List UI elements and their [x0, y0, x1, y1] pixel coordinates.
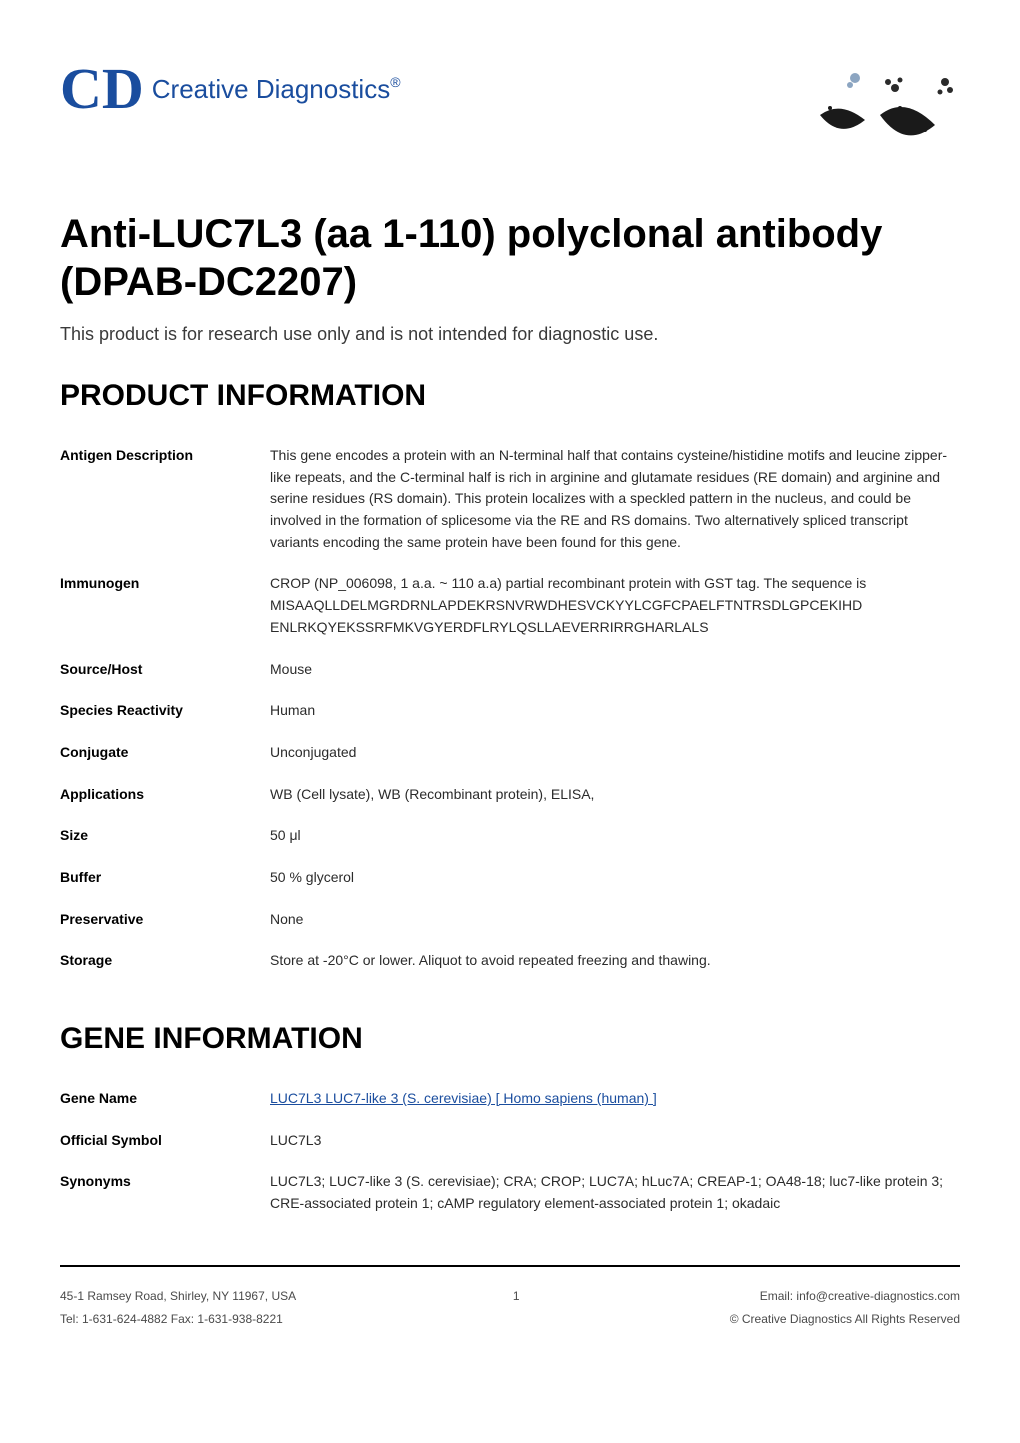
table-row: Conjugate Unconjugated	[60, 732, 960, 774]
field-label: Antigen Description	[60, 435, 270, 563]
field-label: Applications	[60, 774, 270, 816]
field-value: LUC7L3 LUC7-like 3 (S. cerevisiae) [ Hom…	[270, 1078, 960, 1120]
table-row: Antigen Description This gene encodes a …	[60, 435, 960, 563]
field-value: WB (Cell lysate), WB (Recombinant protei…	[270, 774, 960, 816]
product-title: Anti-LUC7L3 (aa 1-110) polyclonal antibo…	[60, 210, 960, 306]
table-row: Buffer 50 % glycerol	[60, 857, 960, 899]
table-row: Species Reactivity Human	[60, 690, 960, 732]
header-decorative-art	[700, 60, 960, 150]
footer-copyright: © Creative Diagnostics All Rights Reserv…	[730, 1308, 960, 1331]
field-label: Official Symbol	[60, 1120, 270, 1162]
footer-center: 1	[506, 1285, 519, 1331]
logo-mark: CD	[60, 60, 144, 118]
registered-mark: ®	[390, 74, 400, 90]
footer-phone-fax: Tel: 1-631-624-4882 Fax: 1-631-938-8221	[60, 1308, 296, 1331]
footer-left: 45-1 Ramsey Road, Shirley, NY 11967, USA…	[60, 1285, 296, 1331]
footer: 45-1 Ramsey Road, Shirley, NY 11967, USA…	[60, 1285, 960, 1331]
logo-text: Creative Diagnostics	[152, 74, 390, 104]
table-row: Gene Name LUC7L3 LUC7-like 3 (S. cerevis…	[60, 1078, 960, 1120]
field-value: LUC7L3	[270, 1120, 960, 1162]
field-value: Human	[270, 690, 960, 732]
table-row: Preservative None	[60, 899, 960, 941]
field-label: Preservative	[60, 899, 270, 941]
table-row: Applications WB (Cell lysate), WB (Recom…	[60, 774, 960, 816]
field-label: Storage	[60, 940, 270, 982]
table-row: Immunogen CROP (NP_006098, 1 a.a. ~ 110 …	[60, 563, 960, 648]
research-use-note: This product is for research use only an…	[60, 324, 960, 345]
footer-divider	[60, 1265, 960, 1267]
field-value: 50 % glycerol	[270, 857, 960, 899]
footer-email: Email: info@creative-diagnostics.com	[730, 1285, 960, 1308]
logo-text-wrap: Creative Diagnostics®	[152, 74, 401, 105]
field-label: Buffer	[60, 857, 270, 899]
logo: CD Creative Diagnostics®	[60, 60, 401, 118]
field-label: Gene Name	[60, 1078, 270, 1120]
field-label: Size	[60, 815, 270, 857]
footer-address: 45-1 Ramsey Road, Shirley, NY 11967, USA	[60, 1285, 296, 1308]
section-title-gene-info: GENE INFORMATION	[60, 1022, 960, 1056]
field-value: 50 μl	[270, 815, 960, 857]
field-value: LUC7L3; LUC7-like 3 (S. cerevisiae); CRA…	[270, 1161, 960, 1224]
table-row: Size 50 μl	[60, 815, 960, 857]
field-value: CROP (NP_006098, 1 a.a. ~ 110 a.a) parti…	[270, 563, 960, 648]
field-label: Conjugate	[60, 732, 270, 774]
field-label: Immunogen	[60, 563, 270, 648]
table-row: Storage Store at -20°C or lower. Aliquot…	[60, 940, 960, 982]
field-label: Source/Host	[60, 649, 270, 691]
table-row: Source/Host Mouse	[60, 649, 960, 691]
field-label: Species Reactivity	[60, 690, 270, 732]
field-value: Unconjugated	[270, 732, 960, 774]
section-title-product-info: PRODUCT INFORMATION	[60, 379, 960, 413]
field-value: This gene encodes a protein with an N-te…	[270, 435, 960, 563]
gene-info-table: Gene Name LUC7L3 LUC7-like 3 (S. cerevis…	[60, 1078, 960, 1225]
gene-name-link[interactable]: LUC7L3 LUC7-like 3 (S. cerevisiae) [ Hom…	[270, 1090, 657, 1106]
header: CD Creative Diagnostics®	[60, 60, 960, 150]
field-value: Store at -20°C or lower. Aliquot to avoi…	[270, 940, 960, 982]
field-value: Mouse	[270, 649, 960, 691]
table-row: Official Symbol LUC7L3	[60, 1120, 960, 1162]
footer-right: Email: info@creative-diagnostics.com © C…	[730, 1285, 960, 1331]
table-row: Synonyms LUC7L3; LUC7-like 3 (S. cerevis…	[60, 1161, 960, 1224]
field-label: Synonyms	[60, 1161, 270, 1224]
product-info-table: Antigen Description This gene encodes a …	[60, 435, 960, 982]
page-number: 1	[513, 1289, 520, 1303]
field-value: None	[270, 899, 960, 941]
